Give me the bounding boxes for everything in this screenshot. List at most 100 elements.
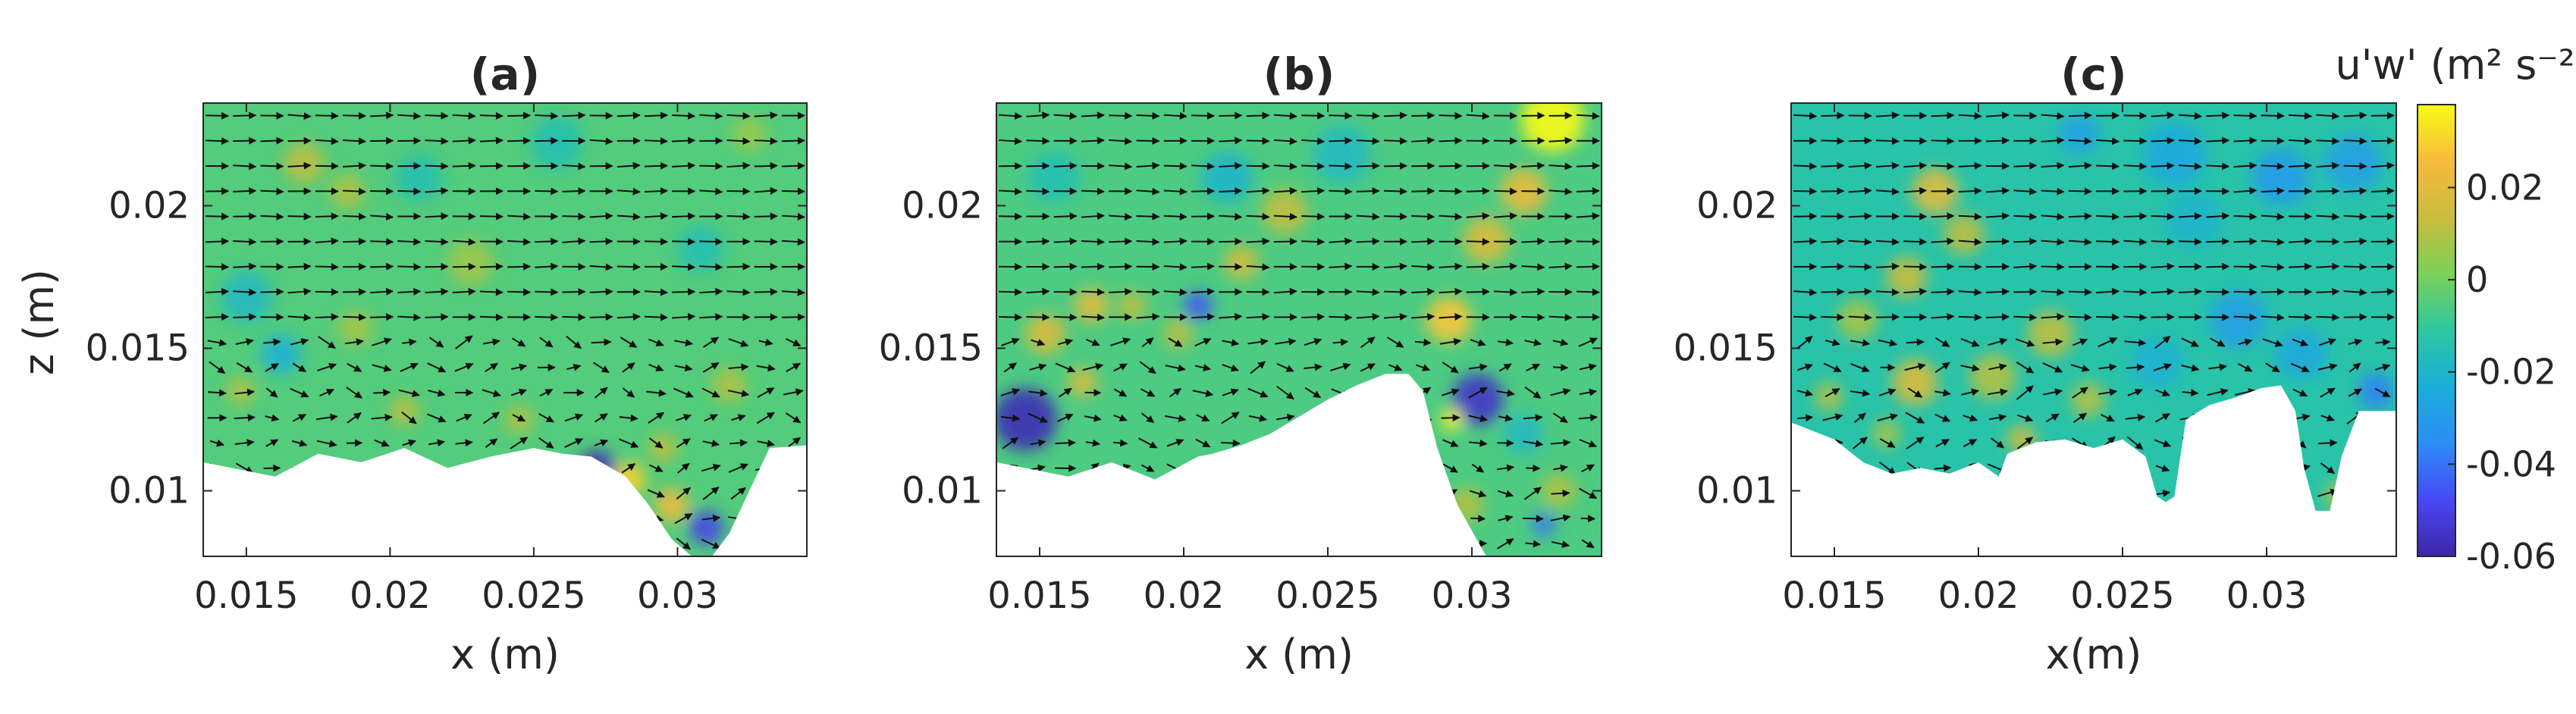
quiver-arrow [1469,490,1487,498]
quiver-arrow [1550,514,1571,522]
quiver-arrow [672,237,696,246]
quiver-arrow [2316,161,2340,170]
field-feature [390,396,419,426]
quiver-arrow [676,437,691,449]
quiver-arrow [2320,414,2335,422]
quiver-arrow [1136,312,1160,321]
quiver-arrow [1109,111,1133,120]
quiver-arrow [236,362,253,373]
quiver-arrow [398,389,420,398]
quiver-arrow [2233,136,2258,145]
quiver-arrow [2072,412,2088,424]
quiver-arrow [260,288,284,296]
field-feature [1814,382,1843,412]
plot-frame [1790,102,2397,557]
quiver-arrow [2151,111,2175,120]
quiver-arrow [1496,464,1515,472]
quiver-arrow [589,313,613,321]
quiver-arrow [287,112,312,121]
quiver-arrow [2233,186,2258,195]
quiver-arrow [206,212,230,221]
quiver-arrow [1057,338,1074,346]
quiver-arrow [479,136,504,145]
quiver-arrow [1026,237,1050,246]
quiver-arrow [728,463,748,473]
quiver-arrow [2041,212,2065,221]
quiver-arrow [1848,136,1872,145]
y-ticks: 0.01 0.015 0.02 [86,184,807,512]
quiver-arrow [315,111,339,120]
quiver-arrow [479,313,504,321]
quiver-arrow [2289,137,2313,146]
quiver-arrow [2151,212,2175,221]
quiver-arrow [2154,335,2171,349]
quiver-arrow [1494,262,1518,271]
y-tick-label: 0.02 [108,184,190,227]
quiver-arrow [1383,137,1407,146]
quiver-arrow [1903,186,1928,195]
quiver-arrow [702,362,720,373]
quiver-arrow [701,387,720,398]
quiver-arrow [2261,111,2285,120]
quiver-arrow [1934,413,1951,422]
quiver-arrow [754,212,778,221]
quiver-arrow [1848,263,1872,271]
quiver-arrow [1246,313,1270,321]
quiver-arrow [1163,111,1188,120]
quiver-arrow [1439,187,1463,196]
quiver-arrow [452,111,476,120]
quiver-arrow [617,263,641,271]
quiver-arrow [1219,111,1243,120]
quiver-arrow [1109,137,1133,146]
quiver-arrow [1383,161,1407,170]
quiver-arrow [754,111,778,120]
quiver-arrow [1273,112,1297,121]
quiver-arrow [1848,111,1872,120]
quiver-arrow [1219,187,1243,196]
quiver-arrow [1958,161,1982,170]
field-feature [2209,290,2267,349]
quiver-arrow [620,337,638,348]
quiver-arrow [1494,187,1518,196]
quiver-arrow [1821,111,1845,120]
quiver-arrow [1247,338,1269,346]
y-tick-label: 0.01 [1696,469,1777,512]
quiver-arrow [728,363,749,371]
quiver-arrow [2123,212,2148,221]
field-feature [2142,122,2207,186]
quiver-arrow [1548,187,1573,196]
quiver-arrow [1576,288,1600,296]
quiver-arrow [701,514,721,522]
quiver-arrow [1163,162,1188,171]
quiver-arrow [562,111,586,120]
quiver-arrow [731,414,746,421]
quiver-arrow [485,438,498,448]
quiver-arrow [2151,161,2175,170]
quiver-arrow [233,262,257,271]
quiver-arrow [1247,387,1269,398]
quiver-arrow [1825,338,1840,346]
quiver-arrow [1356,137,1380,146]
quiver-arrow [342,187,366,196]
quiver-arrow [2041,312,2065,321]
quiver-arrow [1081,262,1105,271]
panel-title: (b) [1263,49,1335,100]
quiver-arrow [342,161,366,170]
quiver-arrow [1222,364,1239,372]
quiver-arrow [233,111,257,120]
quiver-arrow [1026,137,1050,146]
quiver-arrow [1053,112,1078,121]
quiver-arrow [730,487,746,500]
quiver-arrow [1466,237,1490,246]
quiver-arrow [1273,186,1297,195]
quiver-arrow [1466,262,1490,271]
quiver-arrow [370,162,394,171]
quiver-arrow [1383,111,1407,120]
quiver-arrow [2374,387,2391,398]
quiver-arrow [2234,388,2256,396]
quiver-arrow [234,439,255,447]
quiver-arrow [1821,288,1845,296]
quiver-arrow [786,338,802,347]
quiver-arrow [1963,438,1978,448]
